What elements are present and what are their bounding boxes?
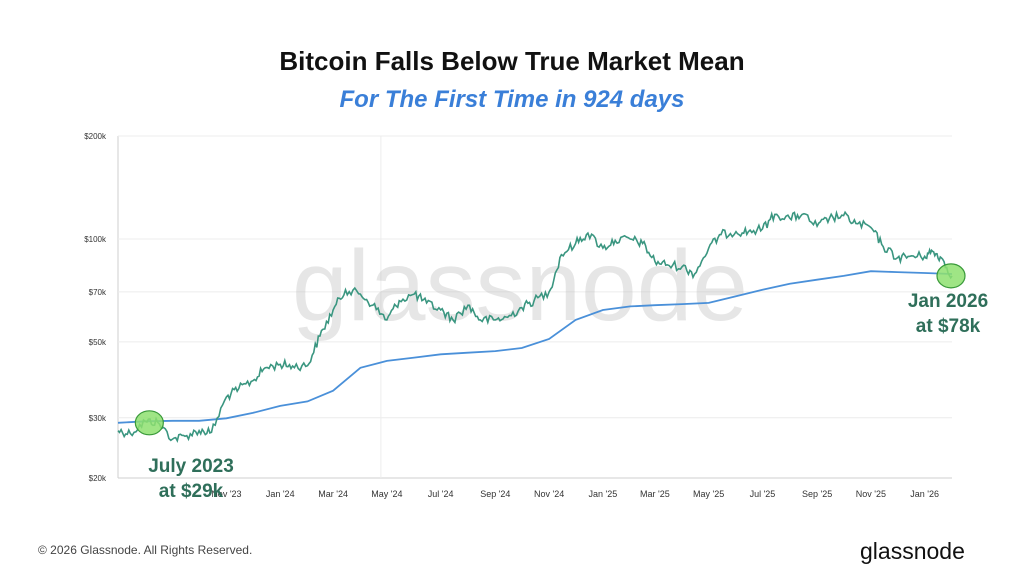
annotations: July 2023 at $29k Jan 2026 at $78k xyxy=(134,263,988,502)
y-tick-label: $30k xyxy=(89,414,107,423)
y-tick-label: $20k xyxy=(89,474,107,483)
annotation-label: at $29k xyxy=(159,481,224,502)
x-tick-label: Sep '24 xyxy=(480,489,510,499)
x-tick-label: Jan '25 xyxy=(589,489,618,499)
y-tick-label: $100k xyxy=(84,235,107,244)
true-market-mean-line xyxy=(117,270,953,424)
x-tick-label: Jan '26 xyxy=(910,489,939,499)
grid xyxy=(117,135,952,479)
chart-title: Bitcoin Falls Below True Market Mean xyxy=(279,46,745,76)
y-tick-label: $50k xyxy=(89,338,107,347)
x-tick-label: Nov '24 xyxy=(534,489,564,499)
chart-subtitle: For The First Time in 924 days xyxy=(339,86,685,113)
y-tick-label: $200k xyxy=(84,132,107,141)
x-axis: Nov '23 Jan '24 Mar '24 May '24 Jul '24 Sep '… xyxy=(211,489,939,499)
x-tick-label: Jul '24 xyxy=(428,489,454,499)
x-tick-label: Nov '23 xyxy=(211,489,241,499)
x-tick-label: Mar '24 xyxy=(318,489,348,499)
y-axis: $20k $30k $50k $70k $100k $200k xyxy=(84,132,107,483)
watermark: glassnode xyxy=(292,230,748,342)
x-tick-label: Mar '25 xyxy=(640,489,670,499)
x-tick-label: Jan '24 xyxy=(266,489,295,499)
annotation-highlight xyxy=(936,263,966,289)
x-tick-label: Sep '25 xyxy=(802,489,832,499)
x-tick-label: Jul '25 xyxy=(750,489,776,499)
y-tick-label: $70k xyxy=(89,288,107,297)
annotation-label: July 2023 xyxy=(148,456,234,477)
annotation-highlight xyxy=(134,410,164,436)
x-tick-label: Nov '25 xyxy=(856,489,886,499)
x-tick-label: May '24 xyxy=(371,489,402,499)
x-tick-label: May '25 xyxy=(693,489,724,499)
annotation-label: Jan 2026 xyxy=(908,291,988,312)
annotation-label: at $78k xyxy=(916,316,981,337)
brand-logo: glassnode xyxy=(860,538,965,564)
price-line xyxy=(117,209,953,444)
copyright: © 2026 Glassnode. All Rights Reserved. xyxy=(38,543,253,557)
